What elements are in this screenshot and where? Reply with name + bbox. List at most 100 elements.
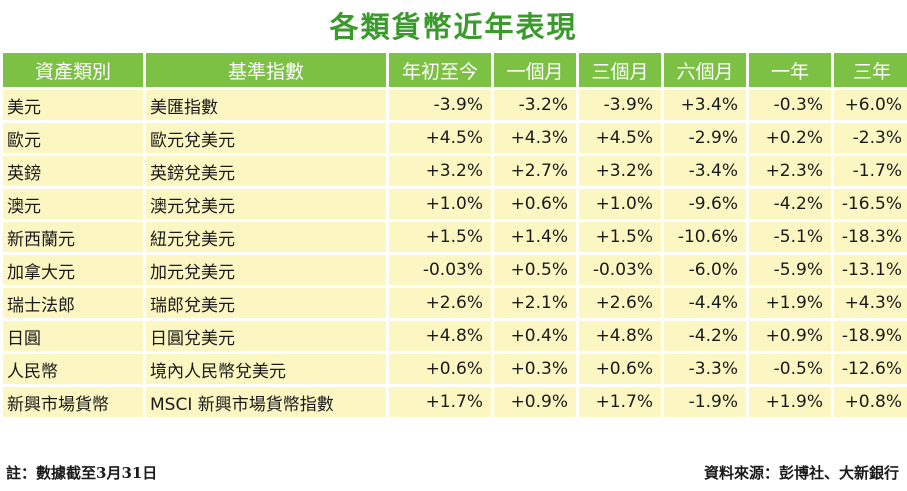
return-cell: +1.4% (494, 222, 576, 252)
benchmark-cell: 加元兌美元 (146, 255, 386, 285)
return-cell: -0.03% (389, 255, 491, 285)
benchmark-cell: 瑞郎兌美元 (146, 288, 386, 318)
table-row: 澳元 澳元兌美元 +1.0% +0.6% +1.0% -9.6% -4.2% -16.5% (3, 189, 907, 219)
return-cell: +1.9% (749, 387, 831, 417)
return-cell: +0.6% (579, 354, 661, 384)
header-ytd: 年初至今 (389, 53, 491, 87)
asset-class-cell: 英鎊 (3, 156, 143, 186)
return-cell: -3.4% (664, 156, 746, 186)
return-cell: +0.4% (494, 321, 576, 351)
header-asset-class: 資產類別 (3, 53, 143, 87)
return-cell: +1.9% (749, 288, 831, 318)
return-cell: +0.9% (749, 321, 831, 351)
return-cell: -4.2% (664, 321, 746, 351)
header-benchmark: 基準指數 (146, 53, 386, 87)
table-row: 英鎊 英鎊兌美元 +3.2% +2.7% +3.2% -3.4% +2.3% -1.7% (3, 156, 907, 186)
return-cell: -4.2% (749, 189, 831, 219)
return-cell: +0.9% (494, 387, 576, 417)
asset-class-cell: 人民幣 (3, 354, 143, 384)
table-row: 美元 美匯指數 -3.9% -3.2% -3.9% +3.4% -0.3% +6.0% (3, 90, 907, 120)
return-cell: +1.7% (579, 387, 661, 417)
header-1m: 一個月 (494, 53, 576, 87)
asset-class-cell: 歐元 (3, 123, 143, 153)
asset-class-cell: 新興市場貨幣 (3, 387, 143, 417)
table-row: 新興市場貨幣 MSCI 新興市場貨幣指數 +1.7% +0.9% +1.7% -1.9% +… (3, 387, 907, 417)
return-cell: +1.0% (579, 189, 661, 219)
return-cell: -9.6% (664, 189, 746, 219)
return-cell: +3.4% (664, 90, 746, 120)
asset-class-cell: 加拿大元 (3, 255, 143, 285)
source-note: 資料來源：彭博社、大新銀行 (703, 464, 899, 482)
return-cell: +0.2% (749, 123, 831, 153)
return-cell: +1.0% (389, 189, 491, 219)
return-cell: -5.9% (749, 255, 831, 285)
return-cell: +0.3% (494, 354, 576, 384)
benchmark-cell: 澳元兌美元 (146, 189, 386, 219)
return-cell: -4.4% (664, 288, 746, 318)
return-cell: -10.6% (664, 222, 746, 252)
table-row: 新西蘭元 紐元兌美元 +1.5% +1.4% +1.5% -10.6% -5.1% -18.3… (3, 222, 907, 252)
return-cell: +4.5% (579, 123, 661, 153)
page-title: 各類貨幣近年表現 (329, 10, 578, 44)
return-cell: +4.5% (389, 123, 491, 153)
return-cell: -18.9% (834, 321, 907, 351)
return-cell: +2.6% (389, 288, 491, 318)
table-row: 日圓 日圓兌美元 +4.8% +0.4% +4.8% -4.2% +0.9% -18.9% (3, 321, 907, 351)
asset-class-cell: 瑞士法郎 (3, 288, 143, 318)
table-row: 人民幣 境內人民幣兌美元 +0.6% +0.3% +0.6% -3.3% -0.5% -12.… (3, 354, 907, 384)
return-cell: +6.0% (834, 90, 907, 120)
return-cell: +4.8% (389, 321, 491, 351)
return-cell: -18.3% (834, 222, 907, 252)
asset-class-cell: 日圓 (3, 321, 143, 351)
return-cell: -2.3% (834, 123, 907, 153)
footnote: 註：數據截至3月31日 (6, 464, 158, 482)
return-cell: +4.8% (579, 321, 661, 351)
return-cell: +2.3% (749, 156, 831, 186)
benchmark-cell: 歐元兌美元 (146, 123, 386, 153)
table-row: 加拿大元 加元兌美元 -0.03% +0.5% -0.03% -6.0% -5.9% -13.… (3, 255, 907, 285)
return-cell: +1.5% (579, 222, 661, 252)
return-cell: -0.5% (749, 354, 831, 384)
return-cell: -3.9% (579, 90, 661, 120)
return-cell: +0.6% (389, 354, 491, 384)
header-3m: 三個月 (579, 53, 661, 87)
return-cell: +4.3% (834, 288, 907, 318)
return-cell: +2.7% (494, 156, 576, 186)
return-cell: +0.6% (494, 189, 576, 219)
return-cell: -0.03% (579, 255, 661, 285)
return-cell: -12.6% (834, 354, 907, 384)
benchmark-cell: 日圓兌美元 (146, 321, 386, 351)
header-1y: 一年 (749, 53, 831, 87)
table-row: 歐元 歐元兌美元 +4.5% +4.3% +4.5% -2.9% +0.2% -2.3% (3, 123, 907, 153)
asset-class-cell: 新西蘭元 (3, 222, 143, 252)
benchmark-cell: 境內人民幣兌美元 (146, 354, 386, 384)
return-cell: +2.1% (494, 288, 576, 318)
return-cell: +2.6% (579, 288, 661, 318)
return-cell: -1.9% (664, 387, 746, 417)
return-cell: -3.2% (494, 90, 576, 120)
return-cell: -1.7% (834, 156, 907, 186)
table-body: 美元 美匯指數 -3.9% -3.2% -3.9% +3.4% -0.3% +6.0% 歐元 歐元… (3, 90, 907, 417)
benchmark-cell: 美匯指數 (146, 90, 386, 120)
return-cell: -3.9% (389, 90, 491, 120)
header-3y: 三年 (834, 53, 907, 87)
return-cell: +1.7% (389, 387, 491, 417)
table-header-row: 資產類別 基準指數 年初至今 一個月 三個月 六個月 一年 三年 (3, 53, 907, 87)
return-cell: -5.1% (749, 222, 831, 252)
return-cell: +1.5% (389, 222, 491, 252)
currency-performance-table: 資產類別 基準指數 年初至今 一個月 三個月 六個月 一年 三年 美元 美匯指數 -… (0, 50, 907, 420)
return-cell: -0.3% (749, 90, 831, 120)
return-cell: -6.0% (664, 255, 746, 285)
table-row: 瑞士法郎 瑞郎兌美元 +2.6% +2.1% +2.6% -4.4% +1.9% +4.3% (3, 288, 907, 318)
return-cell: +0.8% (834, 387, 907, 417)
benchmark-cell: 英鎊兌美元 (146, 156, 386, 186)
asset-class-cell: 美元 (3, 90, 143, 120)
return-cell: +3.2% (579, 156, 661, 186)
return-cell: +3.2% (389, 156, 491, 186)
return-cell: -3.3% (664, 354, 746, 384)
return-cell: +4.3% (494, 123, 576, 153)
return-cell: -2.9% (664, 123, 746, 153)
benchmark-cell: 紐元兌美元 (146, 222, 386, 252)
return-cell: -13.1% (834, 255, 907, 285)
return-cell: +0.5% (494, 255, 576, 285)
